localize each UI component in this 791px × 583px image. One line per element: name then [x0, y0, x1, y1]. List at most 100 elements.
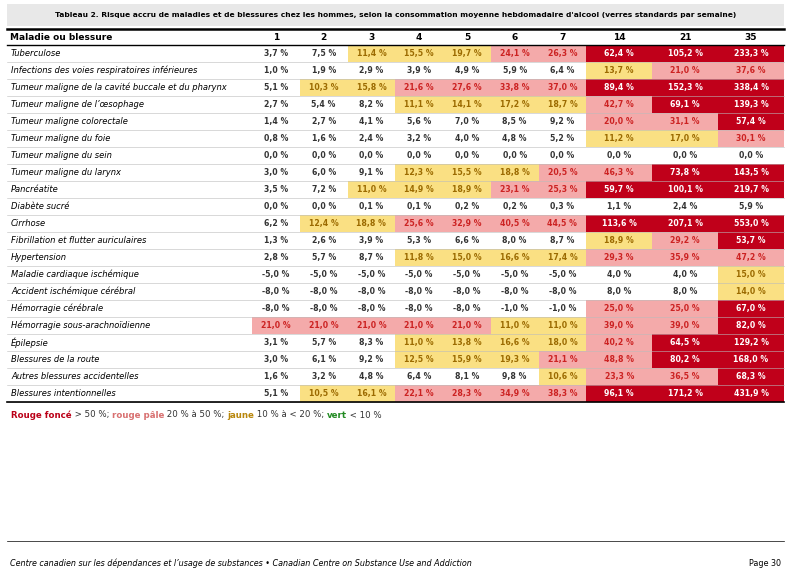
Bar — [718, 113, 784, 130]
Text: 5,3 %: 5,3 % — [407, 236, 431, 245]
Bar — [586, 300, 653, 317]
Text: 207,1 %: 207,1 % — [668, 219, 702, 228]
Text: 20,0 %: 20,0 % — [604, 117, 634, 126]
Bar — [586, 62, 653, 79]
Bar — [7, 198, 784, 215]
Text: 0,8 %: 0,8 % — [263, 134, 288, 143]
Text: 21,0 %: 21,0 % — [261, 321, 290, 330]
Text: 7: 7 — [559, 33, 566, 41]
Text: -8,0 %: -8,0 % — [358, 287, 385, 296]
Bar — [718, 79, 784, 96]
Bar — [490, 79, 539, 96]
Text: 16,6 %: 16,6 % — [500, 253, 529, 262]
Text: 8,0 %: 8,0 % — [673, 287, 698, 296]
Bar — [653, 385, 718, 402]
Bar — [443, 317, 490, 334]
Text: -8,0 %: -8,0 % — [406, 287, 433, 296]
Text: -5,0 %: -5,0 % — [549, 270, 576, 279]
Bar — [7, 45, 784, 62]
Text: 17,0 %: 17,0 % — [670, 134, 700, 143]
Text: 1,6 %: 1,6 % — [263, 372, 288, 381]
Text: 73,8 %: 73,8 % — [670, 168, 700, 177]
Text: 0,0 %: 0,0 % — [312, 151, 335, 160]
Bar — [396, 164, 443, 181]
Text: -1,0 %: -1,0 % — [549, 304, 576, 313]
Text: 39,0 %: 39,0 % — [604, 321, 634, 330]
Bar — [718, 368, 784, 385]
Bar — [300, 317, 347, 334]
Bar — [653, 249, 718, 266]
Text: 19,3 %: 19,3 % — [500, 355, 529, 364]
Text: 4: 4 — [416, 33, 422, 41]
Text: 25,3 %: 25,3 % — [547, 185, 577, 194]
Text: 2,7 %: 2,7 % — [312, 117, 335, 126]
Bar — [718, 164, 784, 181]
Bar — [7, 130, 784, 147]
Bar — [539, 317, 586, 334]
Text: Page 30: Page 30 — [749, 559, 781, 567]
Text: Hémorragie sous-arachnoïdienne: Hémorragie sous-arachnoïdienne — [11, 321, 150, 330]
Bar — [718, 334, 784, 351]
Text: 171,2 %: 171,2 % — [668, 389, 702, 398]
Bar — [7, 215, 784, 232]
Bar — [718, 249, 784, 266]
Text: Rouge foncé: Rouge foncé — [11, 410, 72, 420]
Text: 9,8 %: 9,8 % — [502, 372, 527, 381]
Text: 5,6 %: 5,6 % — [407, 117, 431, 126]
Bar — [443, 385, 490, 402]
Text: 0,0 %: 0,0 % — [455, 151, 479, 160]
Bar — [653, 232, 718, 249]
Text: 0,0 %: 0,0 % — [359, 151, 384, 160]
Text: 67,0 %: 67,0 % — [736, 304, 766, 313]
Bar — [653, 317, 718, 334]
Text: 3,9 %: 3,9 % — [407, 66, 431, 75]
Bar — [586, 79, 653, 96]
Text: 5,4 %: 5,4 % — [312, 100, 336, 109]
Text: 18,8 %: 18,8 % — [500, 168, 530, 177]
Text: 8,0 %: 8,0 % — [607, 287, 631, 296]
Bar — [539, 79, 586, 96]
Text: 57,4 %: 57,4 % — [736, 117, 766, 126]
Text: -5,0 %: -5,0 % — [262, 270, 290, 279]
Text: 6: 6 — [512, 33, 518, 41]
Text: 233,3 %: 233,3 % — [734, 49, 768, 58]
Text: Tumeur maligne du larynx: Tumeur maligne du larynx — [11, 168, 121, 177]
Text: 12,5 %: 12,5 % — [404, 355, 434, 364]
Text: 8,7 %: 8,7 % — [551, 236, 574, 245]
Bar — [443, 351, 490, 368]
Text: 5,9 %: 5,9 % — [502, 66, 527, 75]
Bar — [718, 317, 784, 334]
Text: 2,6 %: 2,6 % — [312, 236, 335, 245]
Text: 42,7 %: 42,7 % — [604, 100, 634, 109]
Bar — [490, 215, 539, 232]
Text: 0,0 %: 0,0 % — [263, 151, 288, 160]
Text: 30,1 %: 30,1 % — [736, 134, 766, 143]
Text: 17,2 %: 17,2 % — [500, 100, 529, 109]
Text: 40,5 %: 40,5 % — [500, 219, 529, 228]
Bar — [7, 385, 784, 402]
Text: vert: vert — [327, 410, 347, 420]
Text: rouge pâle: rouge pâle — [112, 410, 165, 420]
Text: -1,0 %: -1,0 % — [501, 304, 528, 313]
Text: 15,0 %: 15,0 % — [736, 270, 766, 279]
Text: 23,3 %: 23,3 % — [604, 372, 634, 381]
Text: 15,9 %: 15,9 % — [452, 355, 482, 364]
Text: Tuberculose: Tuberculose — [11, 49, 62, 58]
Text: 10 % à < 20 %;: 10 % à < 20 %; — [254, 410, 327, 420]
Text: 11,0 %: 11,0 % — [357, 185, 386, 194]
Text: 3,2 %: 3,2 % — [312, 372, 335, 381]
Text: 31,1 %: 31,1 % — [671, 117, 700, 126]
Bar — [490, 96, 539, 113]
Bar — [7, 300, 784, 317]
Bar — [490, 385, 539, 402]
Text: 16,6 %: 16,6 % — [500, 338, 529, 347]
Text: 11,0 %: 11,0 % — [547, 321, 577, 330]
Text: -8,0 %: -8,0 % — [310, 287, 338, 296]
Text: > 50 %;: > 50 %; — [72, 410, 112, 420]
Text: 15,5 %: 15,5 % — [404, 49, 434, 58]
Text: Hypertension: Hypertension — [11, 253, 67, 262]
Text: Hémorragie cérébrale: Hémorragie cérébrale — [11, 304, 103, 313]
Text: 3,1 %: 3,1 % — [264, 338, 288, 347]
Bar — [653, 45, 718, 62]
Text: Maladie cardiaque ischémique: Maladie cardiaque ischémique — [11, 270, 139, 279]
